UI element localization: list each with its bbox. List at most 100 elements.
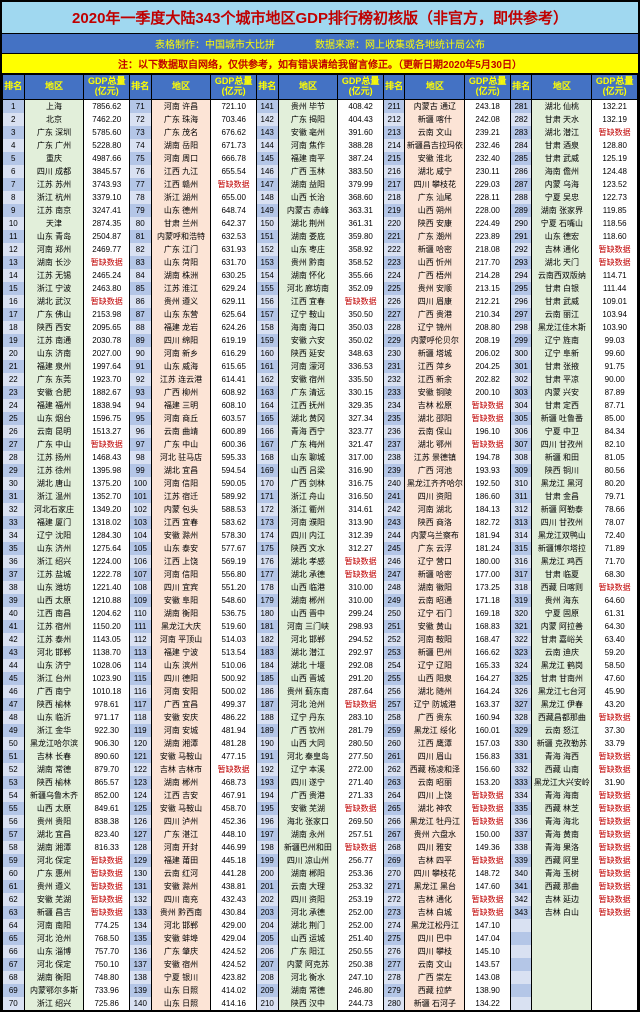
- gdp-cell: 603.57: [211, 412, 257, 425]
- gdp-cell: 757.70: [84, 945, 130, 958]
- rank-cell: 86: [129, 295, 151, 308]
- rank-cell: 308: [510, 451, 532, 464]
- gdp-cell: 1513.27: [84, 425, 130, 438]
- rank-cell: 74: [129, 139, 151, 152]
- gdp-cell: 630.25: [211, 269, 257, 282]
- region-cell: 江苏 景德镇: [405, 451, 465, 464]
- region-cell: 贵州 毕节: [278, 99, 338, 113]
- rank-cell: 294: [510, 269, 532, 282]
- rank-cell: 284: [510, 139, 532, 152]
- gdp-cell: 160.94: [465, 711, 511, 724]
- rank-cell: 23: [3, 386, 25, 399]
- region-cell: 安徽 亳州: [278, 126, 338, 139]
- gdp-cell: 143.08: [465, 971, 511, 984]
- region-cell: 广东 清远: [278, 386, 338, 399]
- gdp-cell: 暂缺数据: [84, 906, 130, 919]
- rank-cell: 55: [3, 802, 25, 815]
- region-cell: 湖北 鄂州: [405, 438, 465, 451]
- rank-cell: 213: [383, 126, 405, 139]
- region-cell: [532, 984, 592, 997]
- region-cell: 江西 萍乡: [405, 360, 465, 373]
- gdp-cell: 145.10: [465, 945, 511, 958]
- gdp-cell: 暂缺数据: [592, 763, 638, 776]
- note: 注：以下数据取自网络，仅供参考，如有错误请给我留言修正。（更新日期2020年5月…: [2, 54, 638, 74]
- region-cell: 广东 中山: [24, 438, 84, 451]
- gdp-cell: 暂缺数据: [338, 802, 384, 815]
- region-cell: 黑龙江 牡丹江: [405, 815, 465, 828]
- col-rank: 排名: [129, 75, 151, 100]
- gdp-cell: 2030.78: [84, 334, 130, 347]
- rank-cell: 333: [510, 776, 532, 789]
- region-cell: 贵州 黔南: [278, 256, 338, 269]
- rank-cell: 167: [256, 438, 278, 451]
- table-row: 9江苏 南京3247.4179山东 德州648.74149内蒙古 赤峰363.3…: [3, 204, 638, 217]
- rank-cell: 315: [510, 542, 532, 555]
- rank-cell: 204: [256, 919, 278, 932]
- gdp-cell: 358.92: [338, 243, 384, 256]
- rank-cell: 14: [3, 269, 25, 282]
- region-cell: 山东 德宏: [532, 230, 592, 243]
- rank-cell: 334: [510, 789, 532, 802]
- gdp-cell: 166.62: [465, 646, 511, 659]
- table-row: 53陕西 榆林865.57123湖南 郴州468.73193四川 遂宁271.4…: [3, 776, 638, 789]
- region-cell: 云南 文山: [405, 958, 465, 971]
- gdp-cell: 暂缺数据: [211, 178, 257, 191]
- rank-cell: 125: [129, 802, 151, 815]
- region-cell: 安徽 马鞍山: [151, 802, 211, 815]
- region-cell: 广东 汕尾: [405, 191, 465, 204]
- gdp-cell: 91.75: [592, 360, 638, 373]
- gdp-cell: 186.60: [465, 490, 511, 503]
- table-row: 34辽宁 沈阳1284.30104安徽 滁州578.30174四川 内江312.…: [3, 529, 638, 542]
- gdp-cell: 816.33: [84, 841, 130, 854]
- gdp-cell: 1204.62: [84, 607, 130, 620]
- rank-cell: 98: [129, 451, 151, 464]
- rank-cell: 330: [510, 737, 532, 750]
- region-cell: 河南 濮阳: [278, 516, 338, 529]
- gdp-cell: 212.21: [465, 295, 511, 308]
- region-cell: 四川 遂宁: [278, 776, 338, 789]
- region-cell: 内蒙 兴安: [532, 386, 592, 399]
- region-cell: 辽宁 沈阳: [24, 529, 84, 542]
- table-row: 13湖南 长沙暂缺数据83山东 菏阳631.70153贵州 黔南358.5222…: [3, 256, 638, 269]
- gdp-cell: 725.86: [84, 997, 130, 1010]
- region-cell: 内蒙呼和浩特: [151, 230, 211, 243]
- gdp-cell: 768.50: [84, 932, 130, 945]
- region-cell: 浙江 金华: [24, 724, 84, 737]
- rank-cell: 249: [383, 594, 405, 607]
- region-cell: 云南 文山: [405, 126, 465, 139]
- col-gdp: GDP总量(亿元): [84, 75, 130, 100]
- gdp-cell: 111.44: [592, 282, 638, 295]
- region-cell: 江苏 盐城: [24, 568, 84, 581]
- rank-cell: 283: [510, 126, 532, 139]
- rank-cell: 179: [256, 594, 278, 607]
- gdp-cell: 317.00: [338, 451, 384, 464]
- region-cell: 福建 福州: [24, 399, 84, 412]
- region-cell: 河南 郑州: [24, 243, 84, 256]
- region-cell: 河南 新乡: [151, 347, 211, 360]
- gdp-cell: 7856.62: [84, 99, 130, 113]
- region-cell: 吉林 白山: [532, 906, 592, 919]
- region-cell: 甘肃 兰州: [151, 217, 211, 230]
- gdp-cell: 暂缺数据: [592, 828, 638, 841]
- gdp-cell: 414.02: [211, 984, 257, 997]
- region-cell: 甘肃 天水: [532, 113, 592, 126]
- region-cell: 吉林 四平: [405, 854, 465, 867]
- gdp-cell: 429.00: [211, 919, 257, 932]
- rank-cell: 245: [383, 542, 405, 555]
- region-cell: 湖北 潜江: [532, 126, 592, 139]
- gdp-cell: 358.52: [338, 256, 384, 269]
- gdp-cell: 暂缺数据: [465, 854, 511, 867]
- gdp-cell: 71.89: [592, 542, 638, 555]
- region-cell: 广西 南宁: [24, 685, 84, 698]
- gdp-cell: 72.40: [592, 529, 638, 542]
- rank-cell: 269: [383, 854, 405, 867]
- gdp-cell: 849.61: [84, 802, 130, 815]
- gdp-cell: 271.33: [338, 789, 384, 802]
- rank-cell: 216: [383, 165, 405, 178]
- rank-cell: 43: [3, 646, 25, 659]
- rank-cell: 68: [3, 971, 25, 984]
- gdp-cell: 299.24: [338, 607, 384, 620]
- rank-cell: 133: [129, 906, 151, 919]
- region-cell: 湖南 株洲: [151, 269, 211, 282]
- region-cell: 浙江 台州: [24, 672, 84, 685]
